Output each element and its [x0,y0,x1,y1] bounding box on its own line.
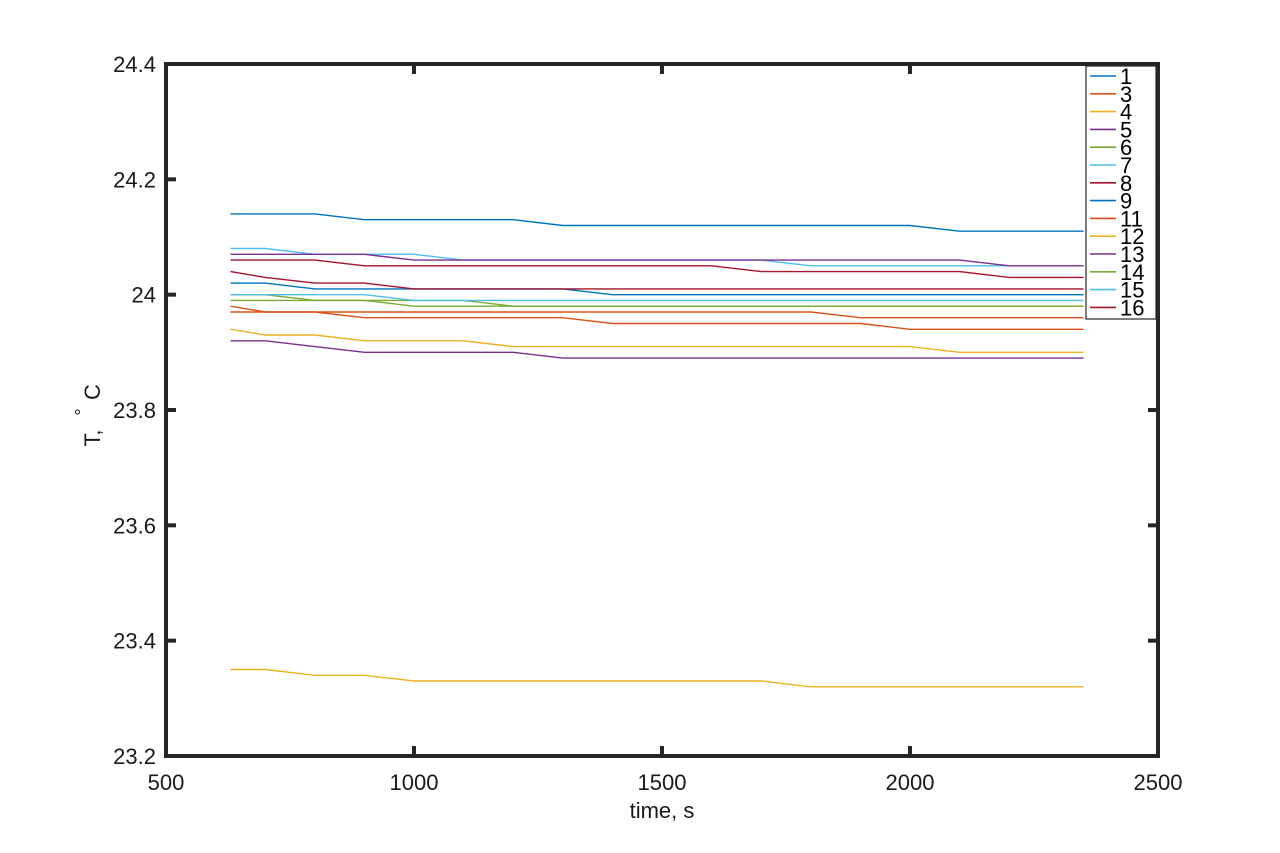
series-line-11 [230,311,1084,319]
x-axis-title: time, s [630,798,695,823]
y-tick-label: 23.8 [113,398,156,423]
series-line-16 [230,270,1084,290]
legend-label-4: 4 [1120,100,1132,125]
x-tick-label: 2000 [886,770,935,795]
legend-label-1: 1 [1120,64,1132,89]
legend-label-11: 11 [1120,206,1143,231]
x-tick-label: 1500 [638,770,687,795]
plot-background [166,64,1158,756]
series-line-5 [230,340,1084,359]
y-tick-label: 24.2 [113,167,156,192]
y-tick-label: 23.4 [113,629,156,654]
series-line-1 [230,282,1084,296]
series-line-4 [230,328,1084,353]
series-line-8 [230,259,1084,279]
x-tick-label: 2500 [1134,770,1183,795]
y-tick-label: 23.6 [113,513,156,538]
y-tick-label: 23.2 [113,744,156,769]
series-line-12 [230,668,1084,688]
y-tick-label: 24 [132,283,156,308]
legend-label-9: 9 [1120,189,1132,214]
series-line-3 [230,305,1084,330]
legend-box [1085,65,1157,320]
y-axis-title-unit: C [80,384,105,400]
series-line-9 [230,213,1084,232]
x-tick-label: 500 [148,770,185,795]
y-tick-label: 24.4 [113,52,156,77]
legend-label-8: 8 [1120,171,1132,196]
legend-label-6: 6 [1120,135,1132,160]
legend-label-3: 3 [1120,82,1132,107]
legend-label-7: 7 [1120,153,1132,178]
x-tick-label: 1000 [390,770,439,795]
series-layer [230,213,1084,688]
legend-label-15: 15 [1120,278,1144,303]
legend-label-5: 5 [1120,117,1132,142]
y-axis-title-prefix: T, [80,429,105,446]
series-line-14 [230,299,1084,307]
legend-label-16: 16 [1120,295,1144,320]
legend-label-13: 13 [1120,242,1144,267]
y-axis-title-degree: ° [72,408,92,415]
series-line-13 [230,253,1084,267]
y-axis-title: T, ° C [72,384,105,447]
series-line-15 [230,294,1084,302]
legend-label-12: 12 [1120,224,1144,249]
legend-label-14: 14 [1120,260,1144,285]
ticks-layer: 500 1000 1500 2000 2500 23.2 23.4 23.6 23.8 24 24.… [113,52,1182,795]
